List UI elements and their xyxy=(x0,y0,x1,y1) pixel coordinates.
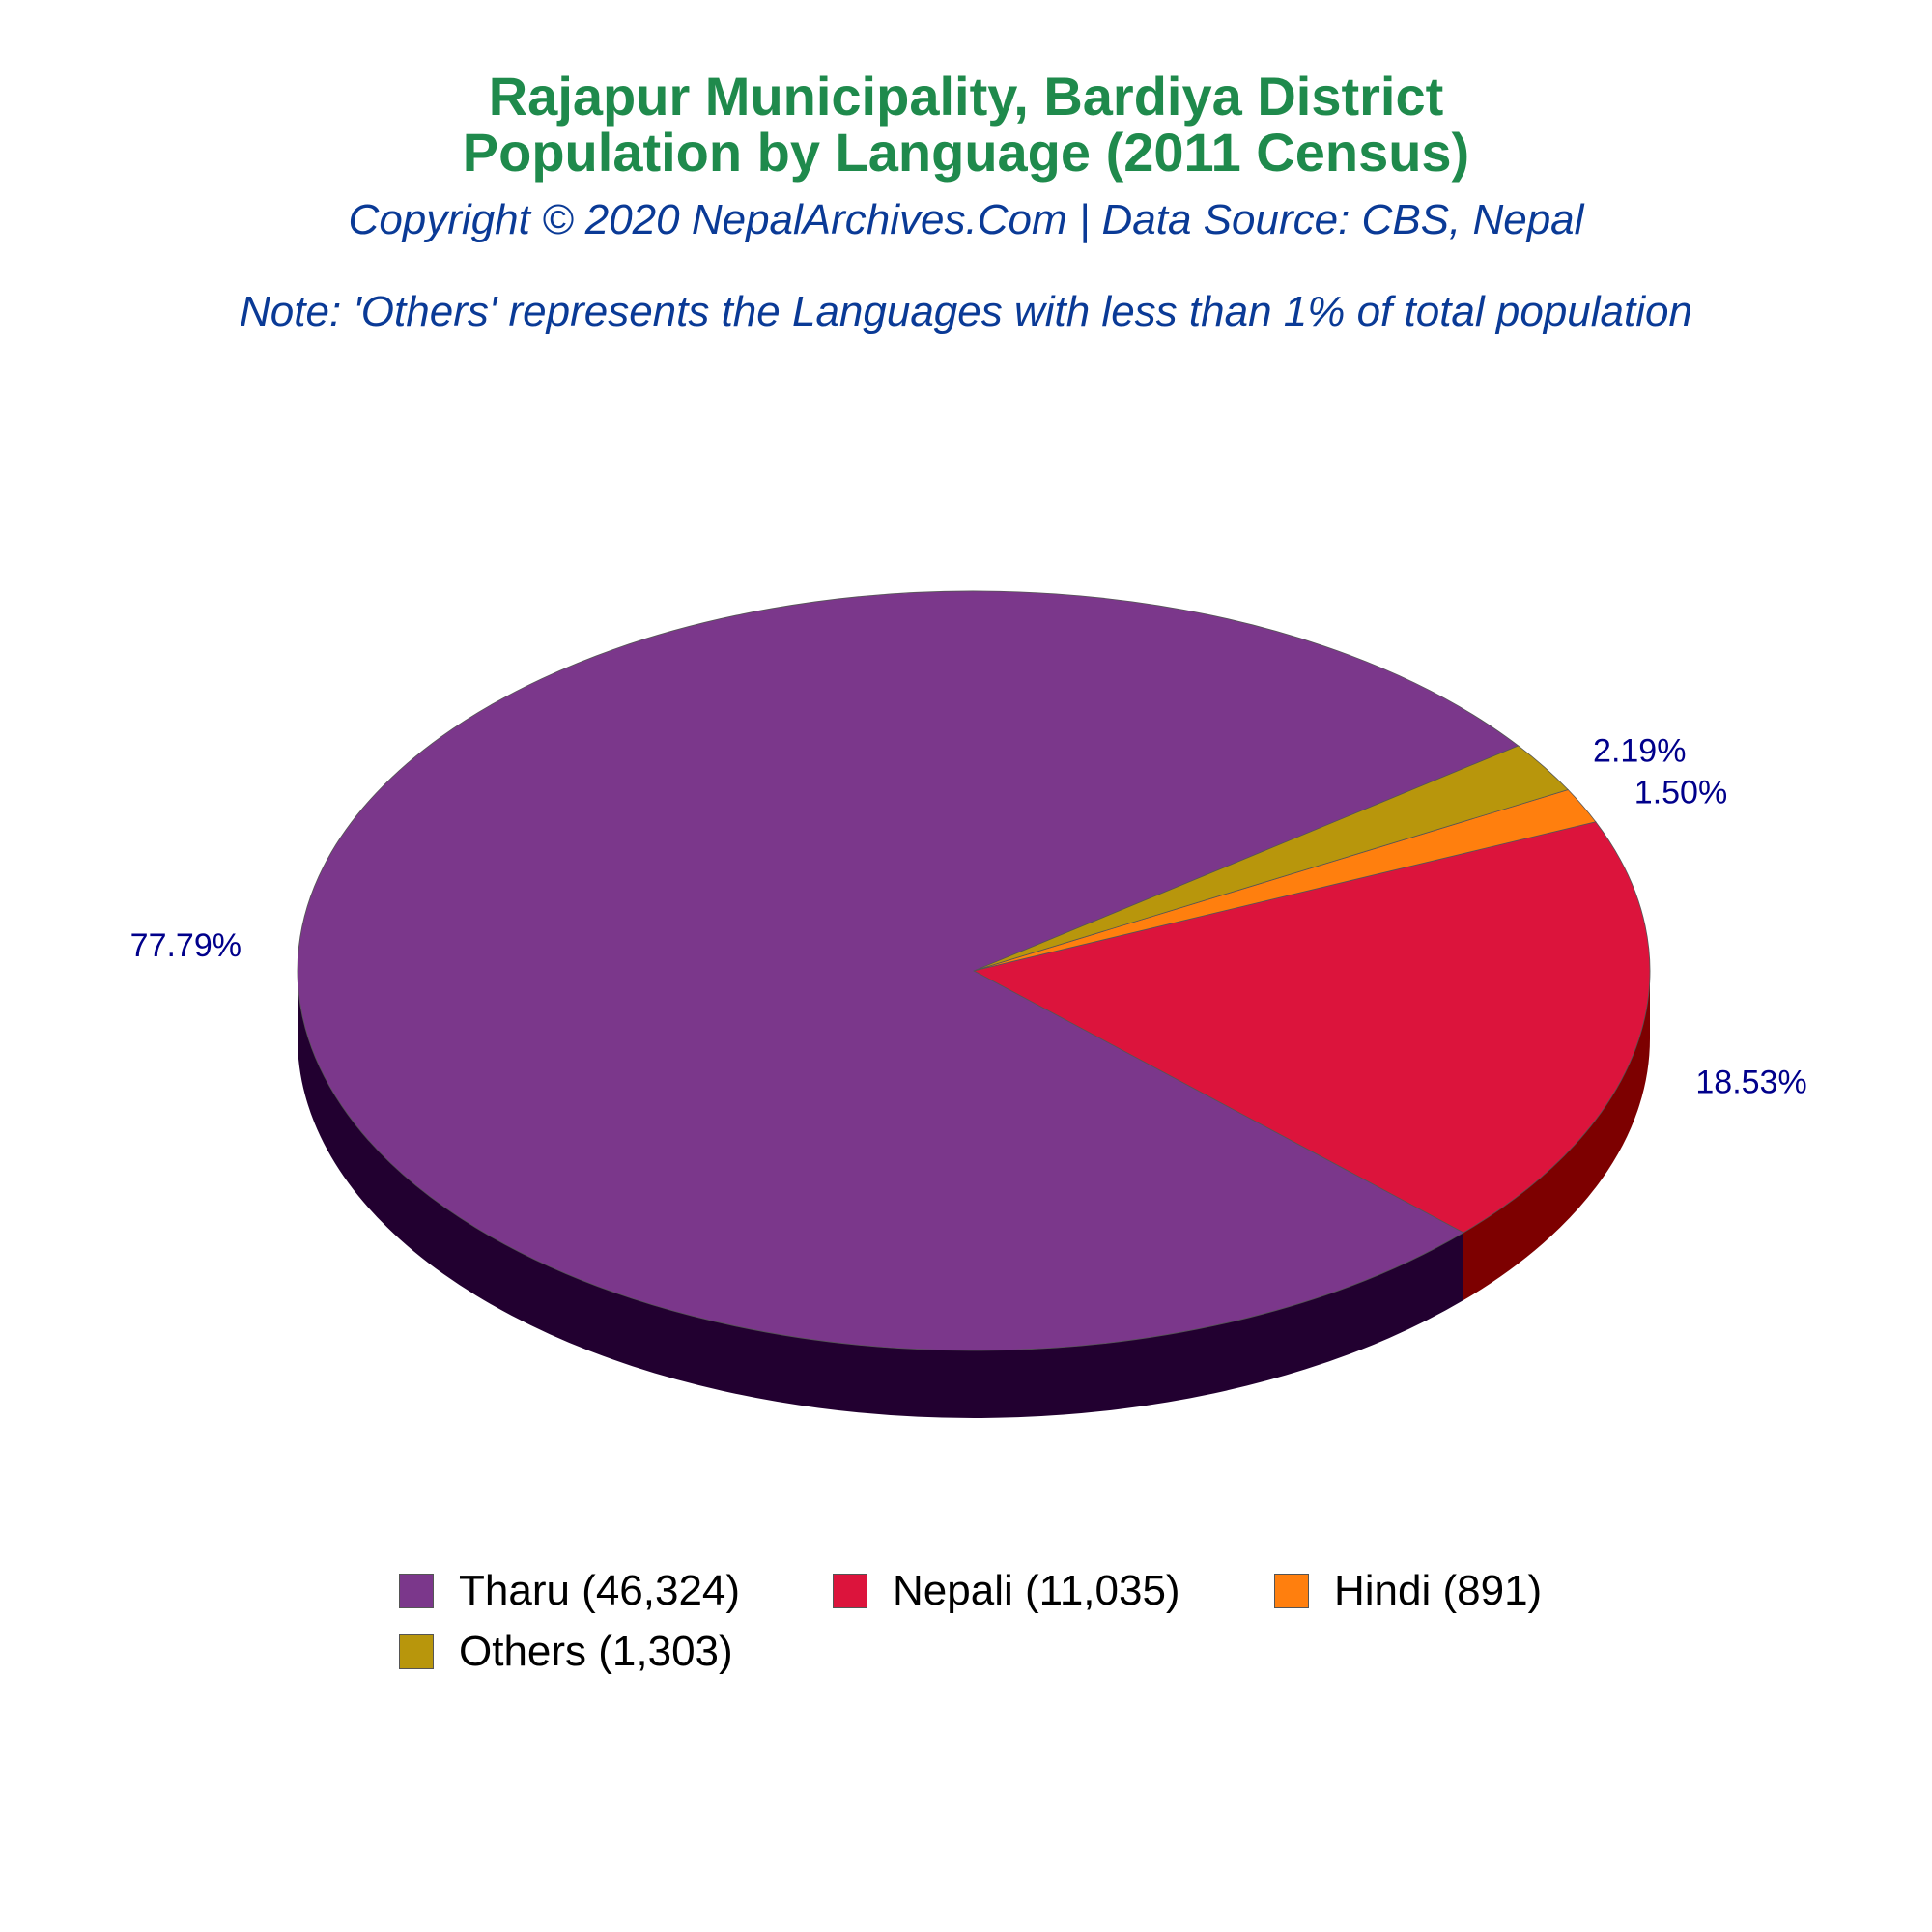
pie-side-tharu xyxy=(298,971,1463,1418)
legend-swatch-hindi xyxy=(1274,1574,1309,1608)
pie-label-hindi: 1.50% xyxy=(1634,774,1727,810)
legend-label-hindi: Hindi (891) xyxy=(1334,1567,1543,1614)
pie-label-others: 2.19% xyxy=(1593,732,1686,769)
legend-item-nepali: Nepali (11,035) xyxy=(833,1567,1180,1615)
legend-item-hindi: Hindi (891) xyxy=(1274,1567,1542,1615)
legend-swatch-tharu xyxy=(399,1574,434,1608)
pie-labels: 18.53% 1.50% 2.19% 77.79% xyxy=(130,732,1807,1100)
pie-slices xyxy=(297,590,1651,1351)
pie-slice-tharu xyxy=(297,590,1520,1351)
pie-label-tharu: 77.79% xyxy=(130,927,242,964)
note-text: Note: 'Others' represents the Languages … xyxy=(240,288,1692,335)
legend-swatch-nepali xyxy=(833,1574,867,1608)
pie-label-nepali: 18.53% xyxy=(1695,1064,1806,1100)
pie-slice-nepali xyxy=(972,821,1651,1234)
legend-item-others: Others (1,303) xyxy=(399,1628,733,1676)
legend-label-tharu: Tharu (46,324) xyxy=(459,1567,741,1614)
legend-label-others: Others (1,303) xyxy=(459,1628,733,1675)
pie-sides xyxy=(298,971,1650,1418)
chart-title-line1: Rajapur Municipality, Bardiya District xyxy=(488,66,1444,127)
pie-side-nepali xyxy=(1463,971,1650,1301)
legend-item-tharu: Tharu (46,324) xyxy=(399,1567,740,1615)
copyright-text: Copyright © 2020 NepalArchives.Com | Dat… xyxy=(348,196,1584,243)
legend-swatch-others xyxy=(399,1634,434,1669)
legend-label-nepali: Nepali (11,035) xyxy=(893,1567,1180,1614)
chart-title-line2: Population by Language (2011 Census) xyxy=(462,122,1470,183)
